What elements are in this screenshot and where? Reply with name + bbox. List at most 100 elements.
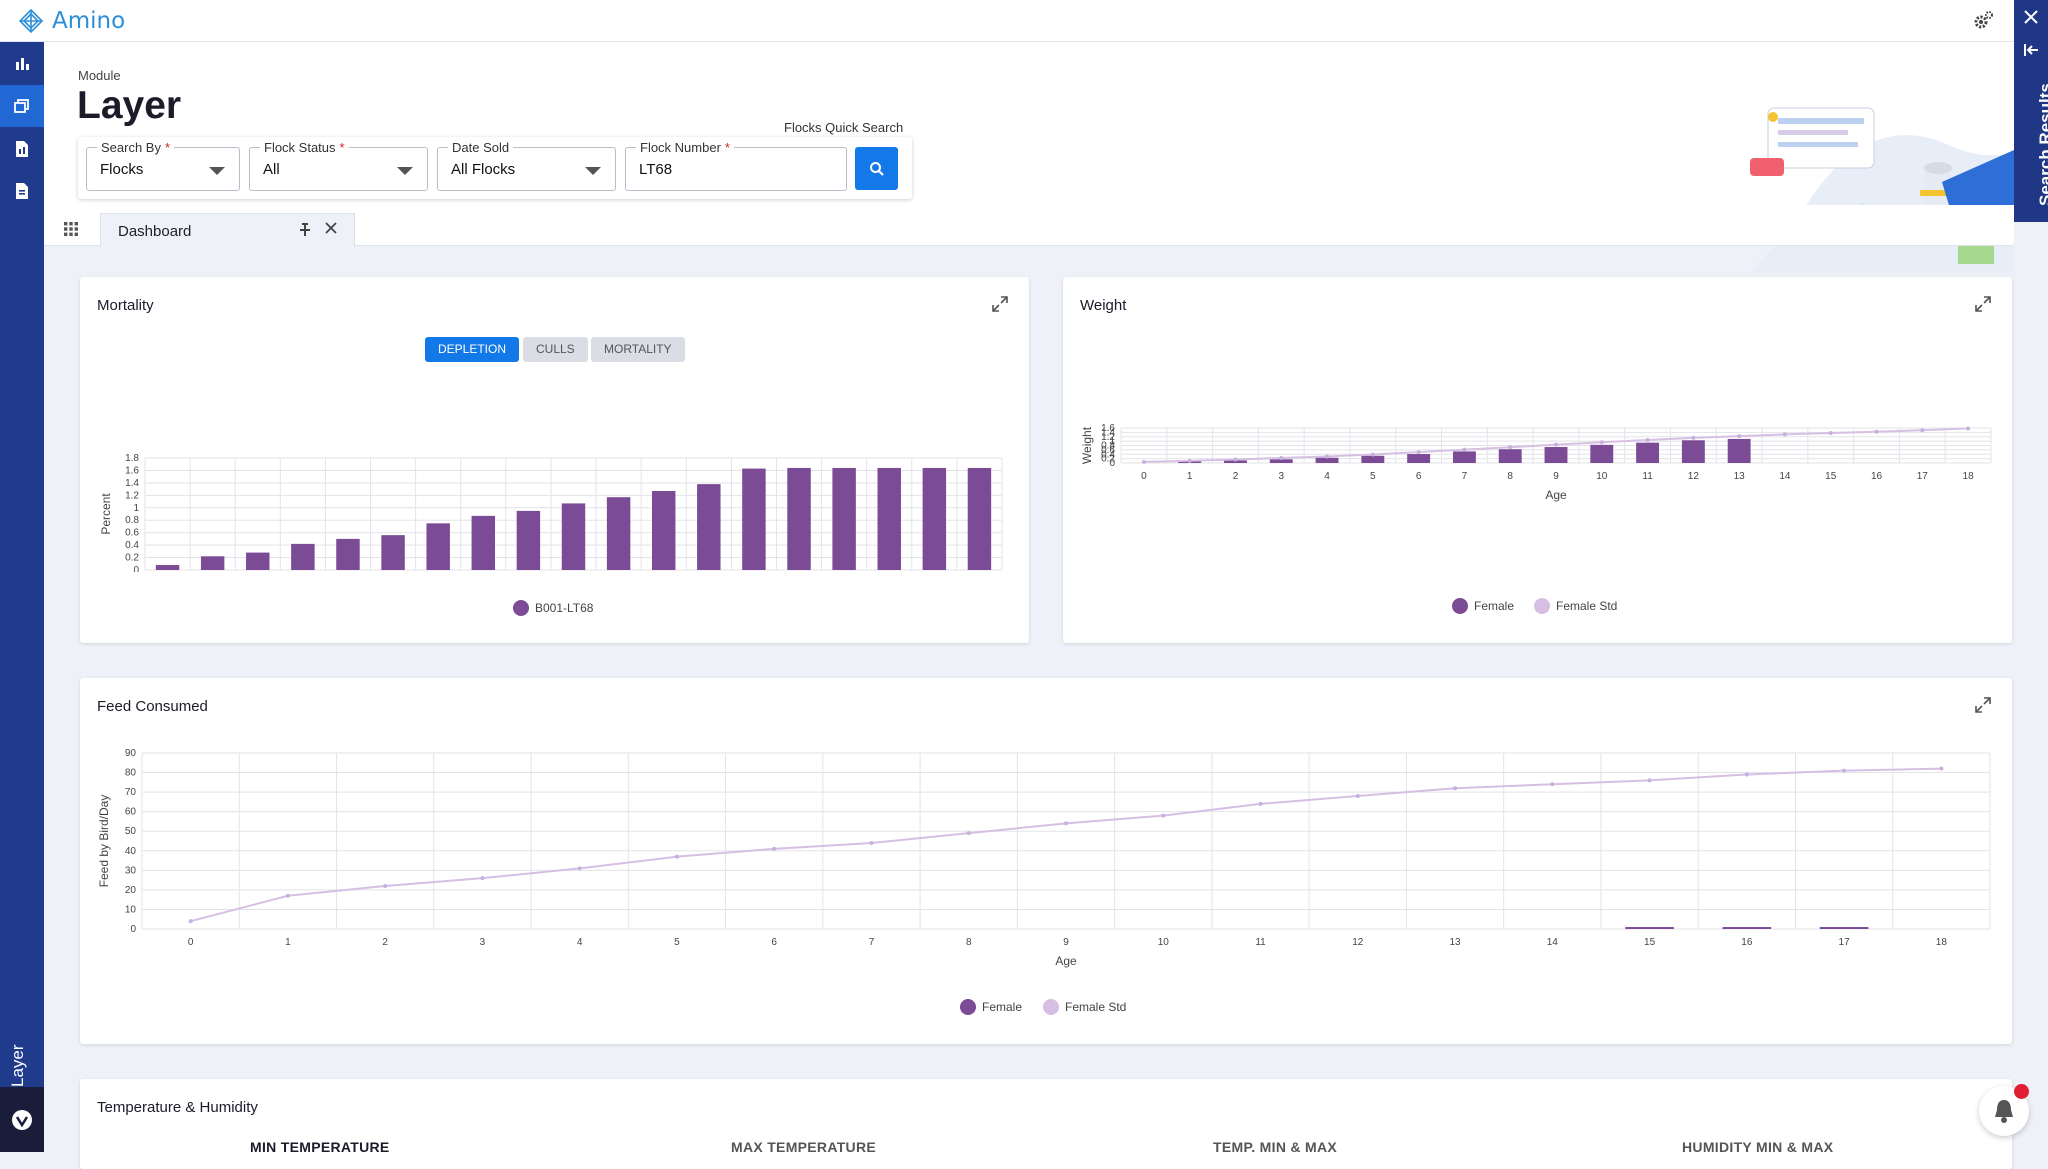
nav-dashboard-button[interactable]: [0, 42, 44, 84]
x-tick-label: 13: [1449, 937, 1461, 948]
y-tick-label: 0: [133, 565, 139, 572]
flocks-quick-search: Search By * Flocks Flock Status * All Date…: [78, 137, 912, 199]
legend-item[interactable]: Female: [1452, 598, 1514, 614]
flock-number-value: LT68: [639, 161, 673, 178]
y-tick-label: 0.2: [1101, 454, 1115, 465]
y-tick-label: 20: [125, 885, 137, 896]
mortality-chart: 00.20.40.60.811.21.41.61.801234567891011…: [99, 453, 1003, 572]
bar: [1727, 438, 1751, 463]
legend-item[interactable]: Female: [960, 999, 1022, 1015]
flock-number-label: Flock Number *: [636, 140, 734, 155]
x-tick-label: 6: [1416, 471, 1422, 482]
x-tick-label: 18: [1963, 471, 1975, 482]
bar: [561, 503, 586, 570]
series-line: [190, 767, 1942, 923]
x-tick-label: 14: [1547, 937, 1559, 948]
flock-status-select[interactable]: Flock Status * All: [249, 140, 428, 191]
legend-swatch: [1534, 598, 1550, 614]
line-point: [1325, 454, 1330, 459]
line-point: [1233, 457, 1238, 462]
settings-gear-icon[interactable]: [1972, 10, 1994, 32]
bar: [426, 523, 450, 570]
bar: [877, 467, 901, 570]
expand-icon[interactable]: [1974, 295, 1992, 313]
bar: [1625, 927, 1674, 929]
bar: [1498, 449, 1522, 463]
search-by-select[interactable]: Search By * Flocks: [86, 140, 240, 191]
x-tick-label: 11: [1255, 937, 1266, 948]
line-point: [1939, 766, 1944, 771]
y-tick-label: 0.2: [125, 553, 139, 564]
line-point: [1141, 459, 1146, 464]
y-tick-label: 0: [1109, 458, 1115, 469]
y-tick-label: 0.4: [1101, 449, 1115, 460]
expand-icon[interactable]: [1974, 696, 1992, 714]
line-point: [1453, 786, 1458, 791]
nav-brand-button[interactable]: [0, 1087, 44, 1152]
app-logo[interactable]: Amino: [18, 8, 125, 34]
legend-item[interactable]: Female Std: [1043, 999, 1126, 1015]
culls-toggle[interactable]: CULLS: [523, 337, 588, 362]
x-tick-label: 2: [1233, 471, 1239, 482]
card-title: Temperature & Humidity: [97, 1099, 258, 1116]
apps-grid-icon[interactable]: [64, 222, 78, 236]
tab-humidity-min-max[interactable]: HUMIDITY MIN & MAX: [1682, 1139, 1834, 1155]
document-icon: [16, 183, 28, 199]
y-tick-label: 1: [133, 503, 139, 514]
x-tick-label: 12: [1352, 937, 1364, 948]
nav-reports-button[interactable]: [0, 128, 44, 170]
bar: [155, 565, 180, 570]
line-point: [1920, 428, 1925, 433]
line-point: [1874, 429, 1879, 434]
line-point: [1258, 801, 1263, 806]
x-tick-label: 8: [966, 937, 972, 948]
line-point: [1599, 440, 1604, 445]
date-sold-select[interactable]: Date Sold All Flocks: [437, 140, 616, 191]
legend-item[interactable]: Female Std: [1534, 598, 1617, 614]
y-tick-label: 0.6: [125, 528, 139, 539]
x-tick-label: 5: [674, 937, 680, 948]
flock-number-field[interactable]: Flock Number * LT68: [625, 140, 847, 191]
close-icon[interactable]: [323, 220, 339, 236]
line-point: [285, 893, 290, 898]
layers-icon: [14, 99, 29, 113]
x-tick-label: 8: [1507, 471, 1513, 482]
x-tick-label: 12: [1688, 471, 1700, 482]
close-icon[interactable]: [2023, 9, 2039, 25]
line-point: [1647, 778, 1652, 783]
mortality-toggle[interactable]: MORTALITY: [591, 337, 685, 362]
brand-mark-icon: [12, 1109, 32, 1130]
expand-icon[interactable]: [991, 295, 1009, 313]
y-tick-label: 1.2: [125, 490, 139, 501]
card-title: Weight: [1080, 297, 1127, 314]
x-tick-label: 18: [1936, 937, 1948, 948]
amino-logo-icon: [18, 8, 44, 34]
bar: [651, 490, 676, 570]
date-sold-label: Date Sold: [448, 140, 514, 155]
collapse-left-icon[interactable]: [2023, 42, 2039, 58]
y-tick-label: 1.6: [125, 465, 139, 476]
bar: [471, 515, 496, 570]
y-tick-label: 40: [125, 846, 137, 857]
tab-temp-min-max[interactable]: TEMP. MIN & MAX: [1213, 1139, 1338, 1155]
legend-item[interactable]: B001-LT68: [513, 600, 593, 616]
weight-card: Weight 0 0.2 0.4 0.6 0.8 1 1.2 1.4 1.6 0 1 2 3 4 5 6 7 8 9…: [1063, 277, 2012, 643]
y-tick-label: 90: [125, 748, 137, 759]
search-button[interactable]: [855, 147, 898, 190]
search-results-panel[interactable]: Search Results: [2014, 0, 2048, 222]
x-tick-label: 9: [1063, 937, 1069, 948]
pin-icon[interactable]: [297, 221, 313, 237]
nav-documents-button[interactable]: [0, 170, 44, 212]
nav-layers-button[interactable]: [0, 85, 44, 127]
tab-min-temperature[interactable]: MIN TEMPERATURE: [250, 1139, 390, 1155]
x-tick-label: 7: [869, 937, 875, 948]
line-point: [577, 866, 582, 871]
x-tick-label: 17: [1917, 471, 1929, 482]
tab-dashboard[interactable]: Dashboard: [100, 213, 355, 247]
y-tick-label: 60: [125, 807, 137, 818]
line-point: [1462, 447, 1467, 452]
tab-max-temperature[interactable]: MAX TEMPERATURE: [731, 1139, 877, 1155]
line-point: [1554, 442, 1558, 447]
depletion-toggle[interactable]: DEPLETION: [425, 337, 520, 362]
